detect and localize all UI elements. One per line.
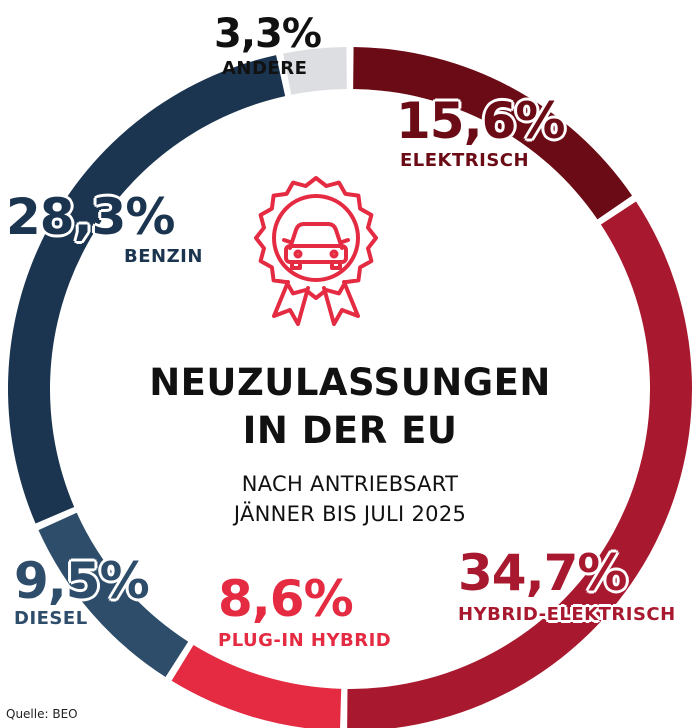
label-benzin-value: 28,3% xyxy=(6,188,175,246)
label-hybrid-value: 34,7% xyxy=(458,544,627,602)
label-elektrisch-name: ELEKTRISCH xyxy=(400,150,530,171)
label-plugin-name: PLUG-IN HYBRID xyxy=(218,630,392,651)
chart-subtitle-line-1: NACH ANTRIEBSART xyxy=(241,472,459,496)
chart-title-line-2: IN DER EU xyxy=(242,409,458,452)
slice-plug-in-hybrid xyxy=(171,644,342,728)
label-plugin-value: 8,6% xyxy=(218,570,354,628)
label-hybrid-name: HYBRID-ELEKTRISCH xyxy=(458,604,676,625)
label-elektrisch-value: 15,6% xyxy=(396,92,565,150)
source-note: Quelle: BEO xyxy=(6,707,78,721)
label-benzin-name: BENZIN xyxy=(124,246,203,267)
slice-elektrisch xyxy=(353,47,633,220)
label-andere-name: ANDERE xyxy=(222,58,308,79)
chart-title-line-1: NEUZULASSUNGEN xyxy=(149,361,551,404)
label-andere-value: 3,3% xyxy=(214,11,322,57)
label-diesel-name: DIESEL xyxy=(14,608,88,629)
slice-hybrid-elektrisch xyxy=(347,201,692,728)
label-diesel-value: 9,5% xyxy=(14,552,150,610)
slice-benzin xyxy=(7,55,286,524)
slice-andere xyxy=(283,47,347,95)
chart-subtitle-line-2: JÄNNER BIS JULI 2025 xyxy=(233,502,467,526)
slice-diesel xyxy=(38,512,189,677)
award-car-icon xyxy=(254,176,378,326)
